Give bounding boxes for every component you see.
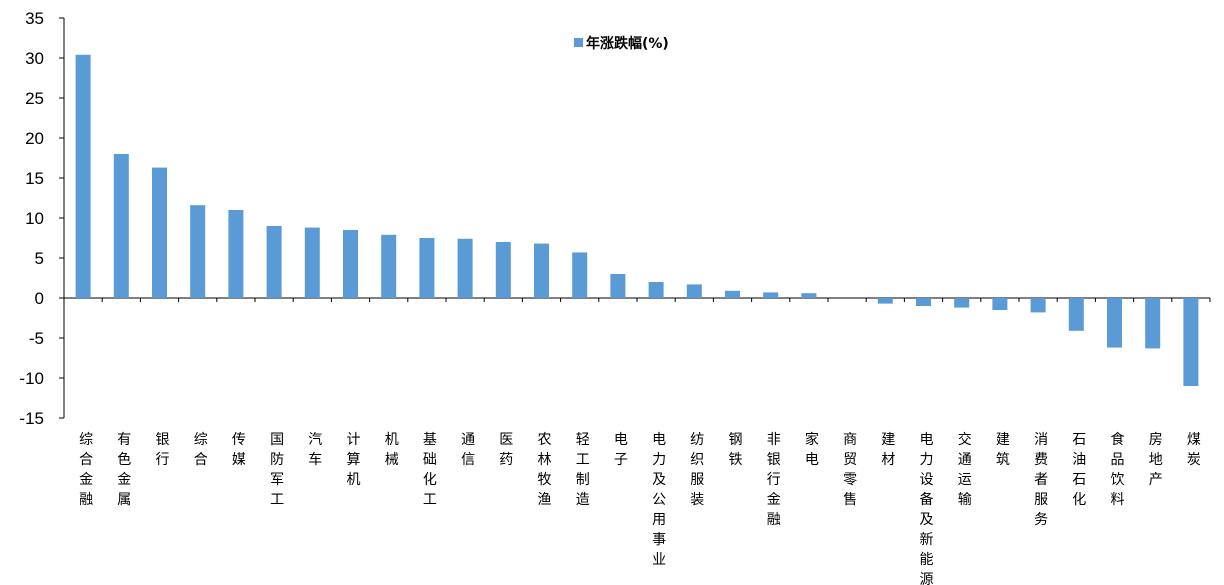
- x-tick-label: 国防军工: [270, 432, 284, 508]
- bar: [113, 154, 129, 298]
- x-tick-label: 钢铁: [729, 432, 743, 468]
- y-tick-label: 30: [25, 49, 44, 68]
- x-tick-label: 机械: [385, 432, 399, 468]
- bar: [992, 298, 1008, 310]
- bar: [572, 252, 588, 298]
- legend-swatch: [574, 38, 583, 47]
- bar: [610, 274, 626, 298]
- x-tick-label: 石油石化: [1072, 432, 1086, 508]
- legend-label: 年涨跌幅(%): [586, 35, 669, 52]
- bar: [877, 298, 893, 304]
- y-tick-label: -15: [19, 409, 44, 428]
- x-tick-label: 商贸零售: [843, 432, 857, 508]
- bars-layer: [75, 54, 1199, 386]
- bar: [1183, 298, 1199, 386]
- y-tick-label: -5: [29, 329, 44, 348]
- x-tick-label: 基础化工: [423, 431, 437, 508]
- x-tick-label: 建材: [881, 432, 895, 468]
- legend: 年涨跌幅(%): [574, 35, 669, 52]
- x-tick-label: 家电: [805, 431, 819, 468]
- bar: [801, 293, 817, 298]
- bar: [725, 290, 740, 298]
- bar: [75, 54, 91, 298]
- x-tick-label: 纺织服装: [690, 432, 704, 508]
- x-tick-label: 计算机: [347, 432, 361, 488]
- bar: [1068, 298, 1084, 331]
- x-tick-label: 交通运输: [958, 431, 972, 508]
- bar: [266, 226, 282, 298]
- bar: [686, 284, 702, 298]
- x-tick-label: 汽车: [308, 432, 322, 468]
- y-tick-label: -10: [19, 369, 44, 388]
- x-tick-label: 电子: [614, 432, 628, 468]
- x-tick-label: 银行: [156, 432, 170, 468]
- y-tick-label: 5: [35, 249, 44, 268]
- bar: [1145, 298, 1161, 349]
- bar: [152, 167, 167, 298]
- x-tick-label: 轻工制造: [576, 432, 590, 508]
- y-tick-label: 15: [25, 169, 44, 188]
- y-tick-label: 25: [25, 89, 44, 108]
- x-tick-label: 食品饮料: [1111, 431, 1125, 508]
- bar: [954, 298, 970, 308]
- bar: [648, 282, 664, 298]
- bar: [304, 227, 320, 298]
- bar: [228, 210, 244, 298]
- x-tick-label: 消费者服务: [1034, 432, 1048, 528]
- y-tick-label: 10: [25, 209, 44, 228]
- x-tick-label: 非银行金融: [767, 432, 781, 528]
- x-tick-label: 电力及公用事业: [652, 432, 666, 568]
- x-tick-label: 房地产: [1149, 432, 1163, 488]
- x-tick-label: 有色金属: [117, 432, 131, 508]
- bar: [1107, 298, 1122, 348]
- x-tick-label: 建筑: [996, 432, 1010, 468]
- x-tick-label: 综合金融: [79, 432, 93, 508]
- bar: [190, 205, 206, 298]
- x-tick-label: 医药: [499, 432, 513, 468]
- x-tick-label: 电力设备及新能源: [920, 432, 934, 585]
- y-tick-label: 20: [25, 129, 44, 148]
- bar: [495, 242, 511, 298]
- bar: [534, 243, 549, 298]
- bar: [457, 238, 473, 298]
- bar: [1030, 298, 1046, 313]
- x-tick-label: 传媒: [232, 432, 246, 468]
- axis-layer: 35 30 25 20 15 10 5 0 -5 -10 -15: [19, 9, 1211, 428]
- x-tick-label: 煤炭: [1187, 432, 1201, 468]
- y-tick-label: 35: [25, 9, 44, 28]
- x-tick-label: 综合: [194, 432, 208, 468]
- bar: [763, 292, 779, 298]
- y-tick-label: 0: [35, 289, 44, 308]
- x-tick-label: 通信: [461, 432, 475, 468]
- x-tick-label: 农林牧渔: [538, 432, 552, 508]
- bar: [419, 238, 435, 298]
- bar: [916, 298, 931, 306]
- bar: [381, 234, 397, 298]
- bar: [343, 230, 358, 298]
